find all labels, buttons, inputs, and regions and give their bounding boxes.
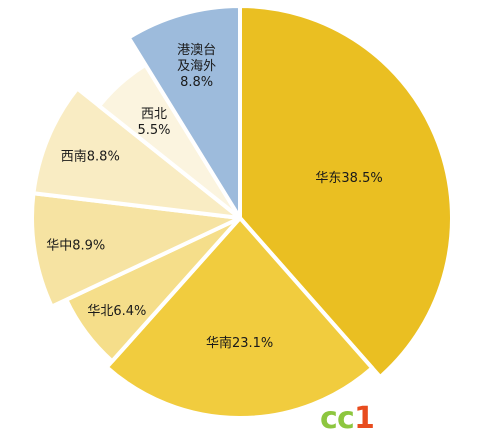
watermark-1: 1 <box>354 401 375 436</box>
pie-label-5: 西南8.8% <box>61 148 120 164</box>
pie-slice-5 <box>31 86 242 220</box>
pie-labels: 华东38.5% 华南23.1% 华北6.4% 华中8.9% 西南8.8% 西北 5.5%港澳… <box>46 42 383 351</box>
pie-slice-7 <box>126 4 242 220</box>
cc1-logo-watermark: c c 1 <box>320 401 375 436</box>
pie-label-2: 华南23.1% <box>206 335 273 351</box>
pie-label-1: 华东38.5% <box>315 171 382 186</box>
pie-label-6: 西北 5.5% <box>137 107 170 138</box>
watermark-c1: c <box>320 401 338 436</box>
pie-slice-2 <box>104 216 375 420</box>
pie-slices <box>30 4 454 420</box>
pie-label-7: 港澳台及海外 8.8% <box>177 42 216 90</box>
pie-label-4: 华中8.9% <box>46 239 105 254</box>
pie-slice-1 <box>238 4 454 380</box>
pie-slice-4 <box>30 191 242 309</box>
pie-label-3: 华北6.4% <box>87 304 146 319</box>
watermark-c2: c <box>337 401 355 436</box>
